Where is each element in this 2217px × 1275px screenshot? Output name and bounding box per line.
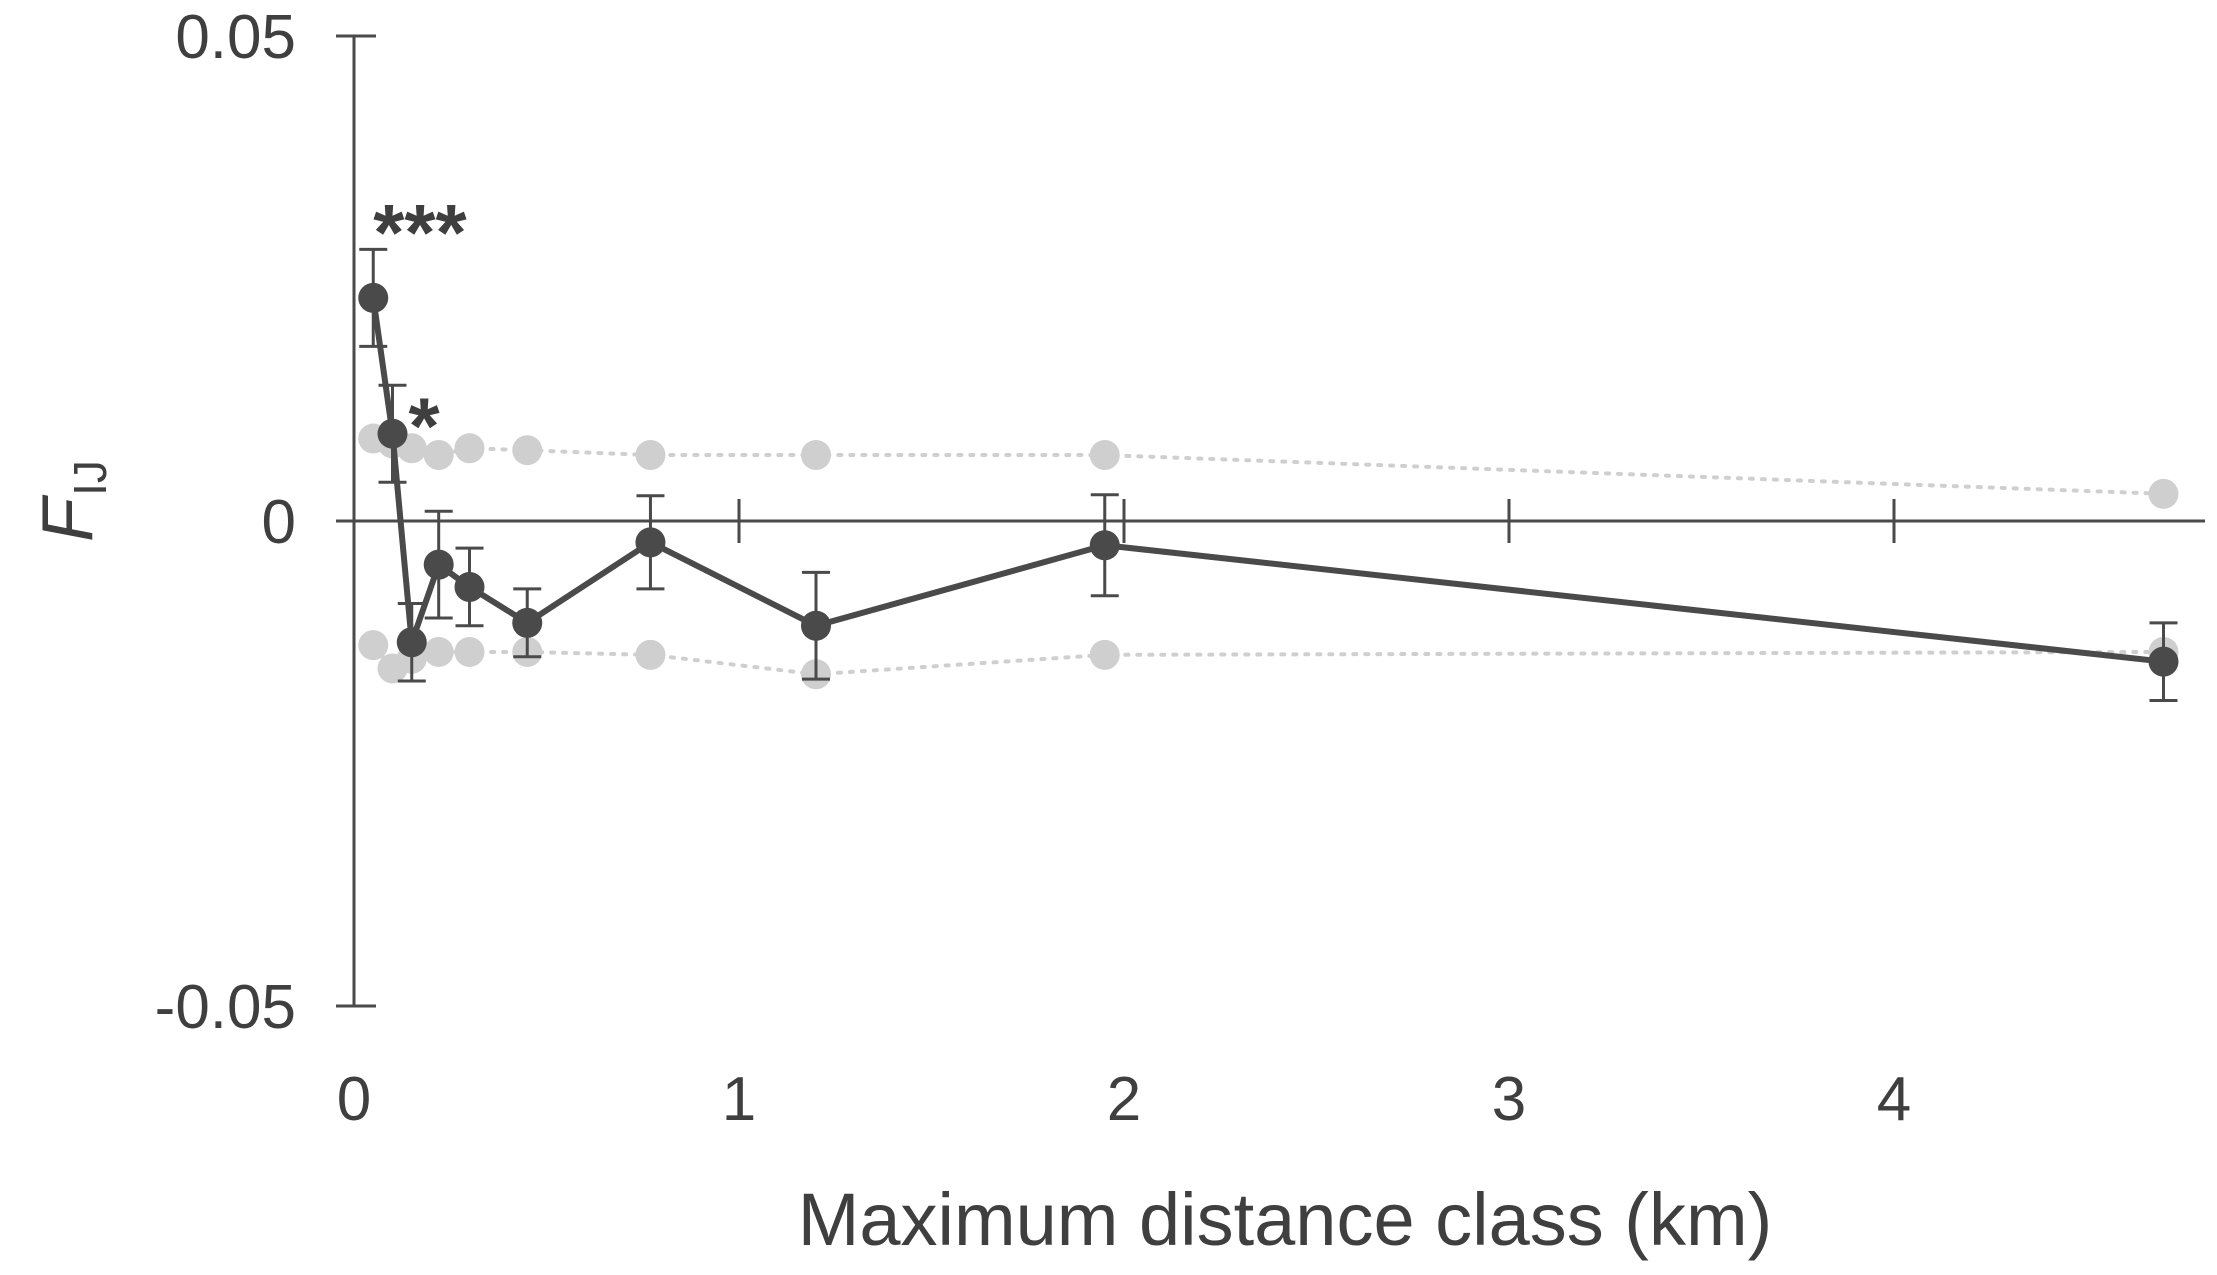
observed-point [454,571,485,602]
envelope-point [1089,440,1120,471]
envelope-point [2148,478,2179,509]
envelope-line [371,436,2166,496]
x-tick-label: 3 [1492,1065,1526,1134]
envelope-point [358,630,389,661]
observed-series: **** [358,188,2179,702]
observed-point [512,607,543,638]
observed-point [1089,530,1120,561]
envelope-point [423,440,454,471]
envelope-point [423,636,454,667]
labels: Maximum distance class (km) F IJ [28,460,1772,1261]
envelope-point [512,435,543,466]
observed-line [370,297,2164,665]
observed-point [635,527,666,558]
envelope-point [801,440,831,471]
y-axis-title: F IJ [28,460,116,542]
envelope-point [454,433,485,464]
y-tick-label: -0.05 [155,973,296,1042]
x-axis-title: Maximum distance class (km) [798,1178,1773,1261]
observed-point [358,282,389,313]
y-axis-title-subscript: IJ [64,460,116,496]
envelope-point [454,636,485,667]
x-tick-label: 1 [722,1065,756,1134]
significance-annotation: * [409,382,441,471]
observed-point [423,549,454,580]
envelope-point [635,440,666,471]
envelope-point [1089,639,1120,670]
y-axis-title-main: F [28,494,108,542]
significance-annotation: *** [373,188,467,277]
x-tick-label: 2 [1107,1065,1141,1134]
axes: -0.05 0 0.05 0 1 2 3 4 [155,3,2205,1134]
observed-point [396,627,427,658]
observed-point [801,610,831,641]
observed-point [2148,646,2179,677]
observed-point [377,418,408,449]
x-tick-label: 0 [337,1065,371,1134]
y-tick-label: 0 [262,488,296,557]
envelope-point [635,639,666,670]
x-tick-label: 4 [1877,1065,1911,1134]
y-tick-label: 0.05 [175,3,296,72]
